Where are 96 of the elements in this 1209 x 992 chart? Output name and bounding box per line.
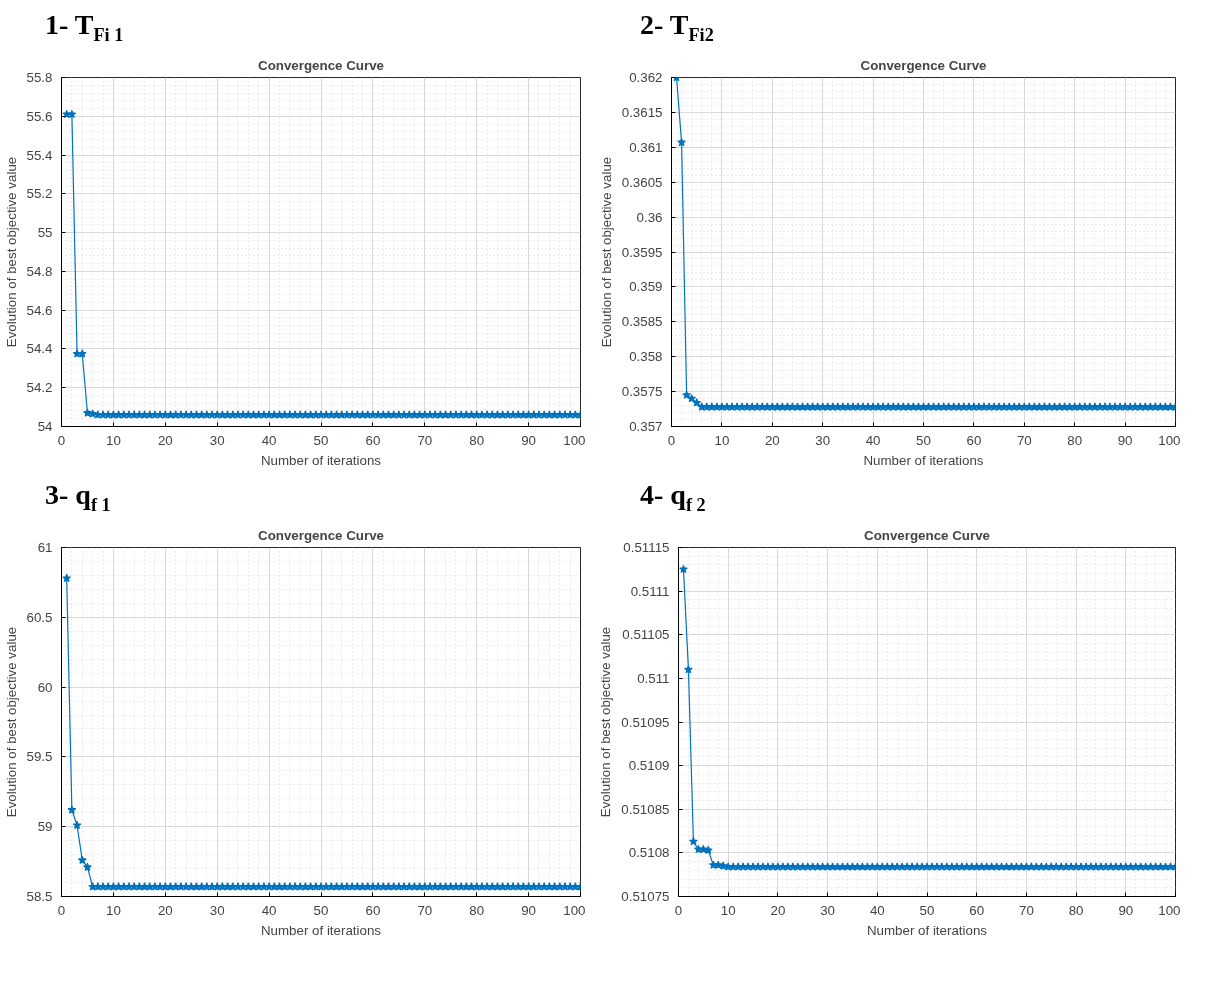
y-tick-label: 55.4 [26,147,54,163]
y-tick-label: 0.5108 [628,845,670,861]
y-axis-title: Evolution of best objective value [3,156,19,348]
x-tick-label: 50 [919,902,935,918]
y-tick-label: 55.8 [26,70,53,85]
x-tick-label: 70 [417,902,433,918]
x-tick-label: 60 [365,432,381,448]
y-tick-label: 54.8 [26,263,53,279]
y-tick-label: 0.51095 [621,714,670,730]
x-tick-label: 20 [770,902,786,918]
x-tick-label: 100 [1158,432,1181,448]
y-tick-label: 59.5 [26,749,53,765]
y-tick-label: 0.51105 [622,627,670,643]
x-tick-label: 100 [1158,902,1181,918]
x-tick-label: 70 [1016,432,1032,448]
y-tick-label: 54.6 [26,302,53,318]
x-tick-label: 90 [1117,432,1133,448]
x-tick-label: 80 [469,902,485,918]
x-tick-label: 60 [966,432,982,448]
x-tick-label: 10 [714,432,730,448]
y-tick-label: 0.362 [629,70,663,85]
y-tick-label: 0.511 [637,670,670,686]
x-tick-label: 90 [521,902,537,918]
x-axis-title: Number of iterations [261,922,382,938]
y-tick-label: 0.3585 [621,314,663,330]
x-tick-label: 30 [209,432,225,448]
x-tick-label: 20 [157,432,173,448]
x-tick-label: 0 [674,902,683,918]
chart-title: Convergence Curve [258,527,384,543]
x-tick-label: 80 [1067,432,1083,448]
y-tick-label: 0.359 [629,279,663,295]
y-tick-label: 0.51085 [621,801,670,817]
x-axis-title: Number of iterations [867,922,988,938]
x-tick-label: 0 [667,432,676,448]
x-tick-label: 30 [815,432,831,448]
y-tick-label: 55.6 [26,108,53,124]
y-axis-title: Evolution of best objective value [3,626,19,818]
x-tick-label: 70 [1018,902,1034,918]
y-tick-label: 60.5 [26,609,53,625]
y-tick-label: 0.3595 [621,244,663,260]
x-tick-label: 100 [563,902,586,918]
x-tick-label: 60 [969,902,985,918]
y-axis-title: Evolution of best objective value [598,156,614,348]
x-tick-label: 10 [105,902,121,918]
x-tick-label: 100 [563,432,586,448]
y-tick-label: 59 [37,819,53,835]
x-tick-label: 40 [261,432,277,448]
y-tick-label: 0.51115 [623,540,670,555]
x-tick-label: 80 [1068,902,1084,918]
y-tick-label: 55 [37,225,53,241]
x-tick-label: 70 [417,432,433,448]
x-tick-label: 50 [313,902,329,918]
x-tick-label: 30 [820,902,836,918]
y-tick-label: 0.36 [636,209,663,225]
y-tick-label: 0.361 [629,139,663,155]
text: 1- T$_{Fi 1}$ [44,8,124,47]
x-tick-label: 20 [764,432,780,448]
x-tick-label: 10 [720,902,736,918]
x-tick-label: 50 [313,432,329,448]
y-tick-label: 60 [37,679,53,695]
x-tick-label: 40 [865,432,881,448]
y-tick-label: 0.5109 [628,758,670,774]
text: 3- q$_{f 1}$ [44,478,111,517]
x-tick-label: 10 [105,432,121,448]
y-tick-label: 58.5 [26,889,53,904]
x-axis-title: Number of iterations [261,452,382,468]
y-tick-label: 0.3605 [621,174,663,190]
chart-title: Convergence Curve [864,527,990,543]
x-tick-label: 0 [57,432,66,448]
x-tick-label: 40 [869,902,885,918]
chart-title: Convergence Curve [258,57,384,73]
chart-title: Convergence Curve [860,57,987,73]
y-tick-label: 54.2 [26,380,53,396]
x-tick-label: 20 [157,902,173,918]
y-tick-label: 0.358 [629,349,663,365]
x-tick-label: 60 [365,902,381,918]
y-tick-label: 61 [37,540,53,555]
y-tick-label: 0.357 [629,419,663,434]
x-tick-label: 90 [1118,902,1134,918]
y-tick-label: 0.3575 [621,384,663,400]
x-tick-label: 80 [469,432,485,448]
text: 4- q$_{f 2}$ [639,478,706,517]
x-tick-label: 90 [521,432,537,448]
text: 2- T$_{Fi2}$ [639,8,714,47]
x-tick-label: 30 [209,902,225,918]
y-tick-label: 55.2 [26,186,53,202]
y-axis-title: Evolution of best objective value [598,626,614,818]
y-tick-label: 0.51075 [621,889,670,904]
y-tick-label: 0.5111 [630,583,670,599]
y-tick-label: 54 [37,419,54,434]
x-tick-label: 40 [261,902,277,918]
x-tick-label: 50 [916,432,931,448]
y-tick-label: 0.3615 [621,104,663,120]
x-tick-label: 0 [57,902,66,918]
x-axis-title: Number of iterations [863,452,984,468]
y-tick-label: 54.4 [26,341,54,357]
